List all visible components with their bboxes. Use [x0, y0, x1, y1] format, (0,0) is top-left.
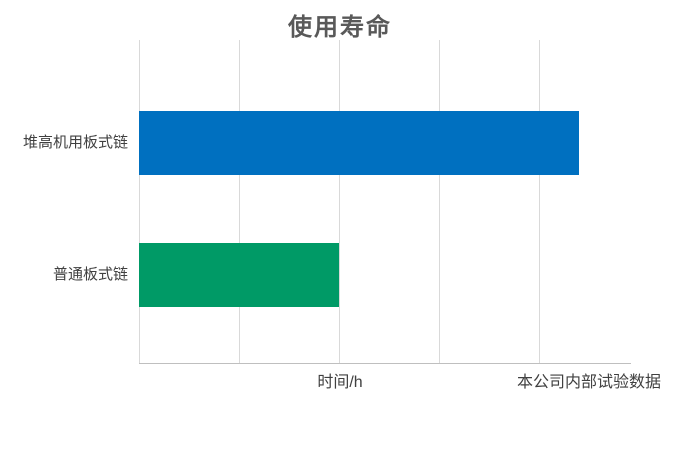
- x-axis-line: [139, 363, 631, 364]
- category-label-ordinary-plate-chain: 普通板式链: [52, 266, 128, 283]
- bar-ordinary-plate-chain: [139, 243, 339, 307]
- category-label-stacker-plate-chain: 堆高机用板式链: [22, 134, 128, 151]
- gridline-layer: [139, 40, 631, 364]
- category-axis: 堆高机用板式链 普通板式链: [0, 40, 132, 364]
- chart-title: 使用寿命: [288, 14, 392, 41]
- footnote: 本公司内部试验数据: [516, 374, 661, 391]
- gridline: [139, 40, 140, 364]
- gridline: [339, 40, 340, 364]
- x-axis-title: 时间/h: [317, 374, 363, 391]
- bar-stacker-plate-chain: [139, 111, 579, 175]
- gridline: [439, 40, 440, 364]
- gridline: [539, 40, 540, 364]
- plot-area: [139, 40, 631, 364]
- gridline: [239, 40, 240, 364]
